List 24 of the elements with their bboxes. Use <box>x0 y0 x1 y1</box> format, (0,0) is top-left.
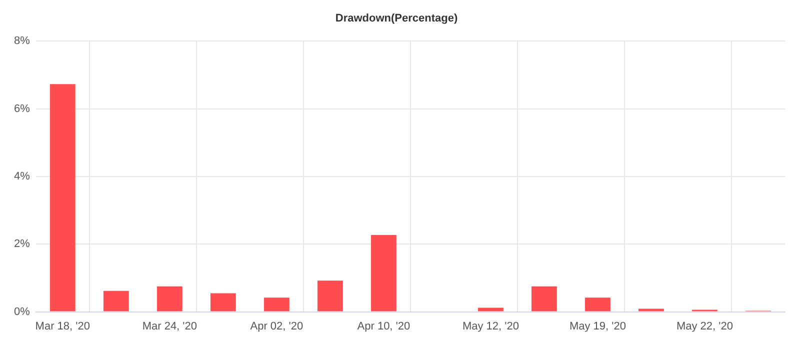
y-tick-label: 0% <box>14 306 30 318</box>
x-tick-label: Mar 18, '20 <box>35 320 90 332</box>
x-tick-label: Mar 24, '20 <box>142 320 198 332</box>
x-tick-label: May 19, '20 <box>569 320 626 332</box>
bar <box>370 235 396 312</box>
y-tick-label: 8% <box>14 35 30 48</box>
x-tick-label: May 12, '20 <box>462 320 519 332</box>
x-tick-label: Apr 02, '20 <box>250 320 304 332</box>
bar <box>210 293 236 312</box>
bar <box>585 298 610 312</box>
bar <box>638 308 664 312</box>
bar <box>156 286 182 312</box>
bar <box>532 286 557 312</box>
x-tick-label: May 22, '20 <box>676 320 734 332</box>
bar <box>478 308 504 312</box>
bar <box>264 298 290 312</box>
y-tick-label: 2% <box>14 238 30 250</box>
bar <box>50 84 76 312</box>
x-tick-label: Apr 10, '20 <box>357 320 410 332</box>
y-tick-label: 4% <box>14 170 30 183</box>
bar <box>317 280 343 312</box>
y-tick-label: 6% <box>14 102 30 115</box>
chart-title: Drawdown(Percentage) <box>335 12 458 25</box>
bar <box>103 290 129 312</box>
